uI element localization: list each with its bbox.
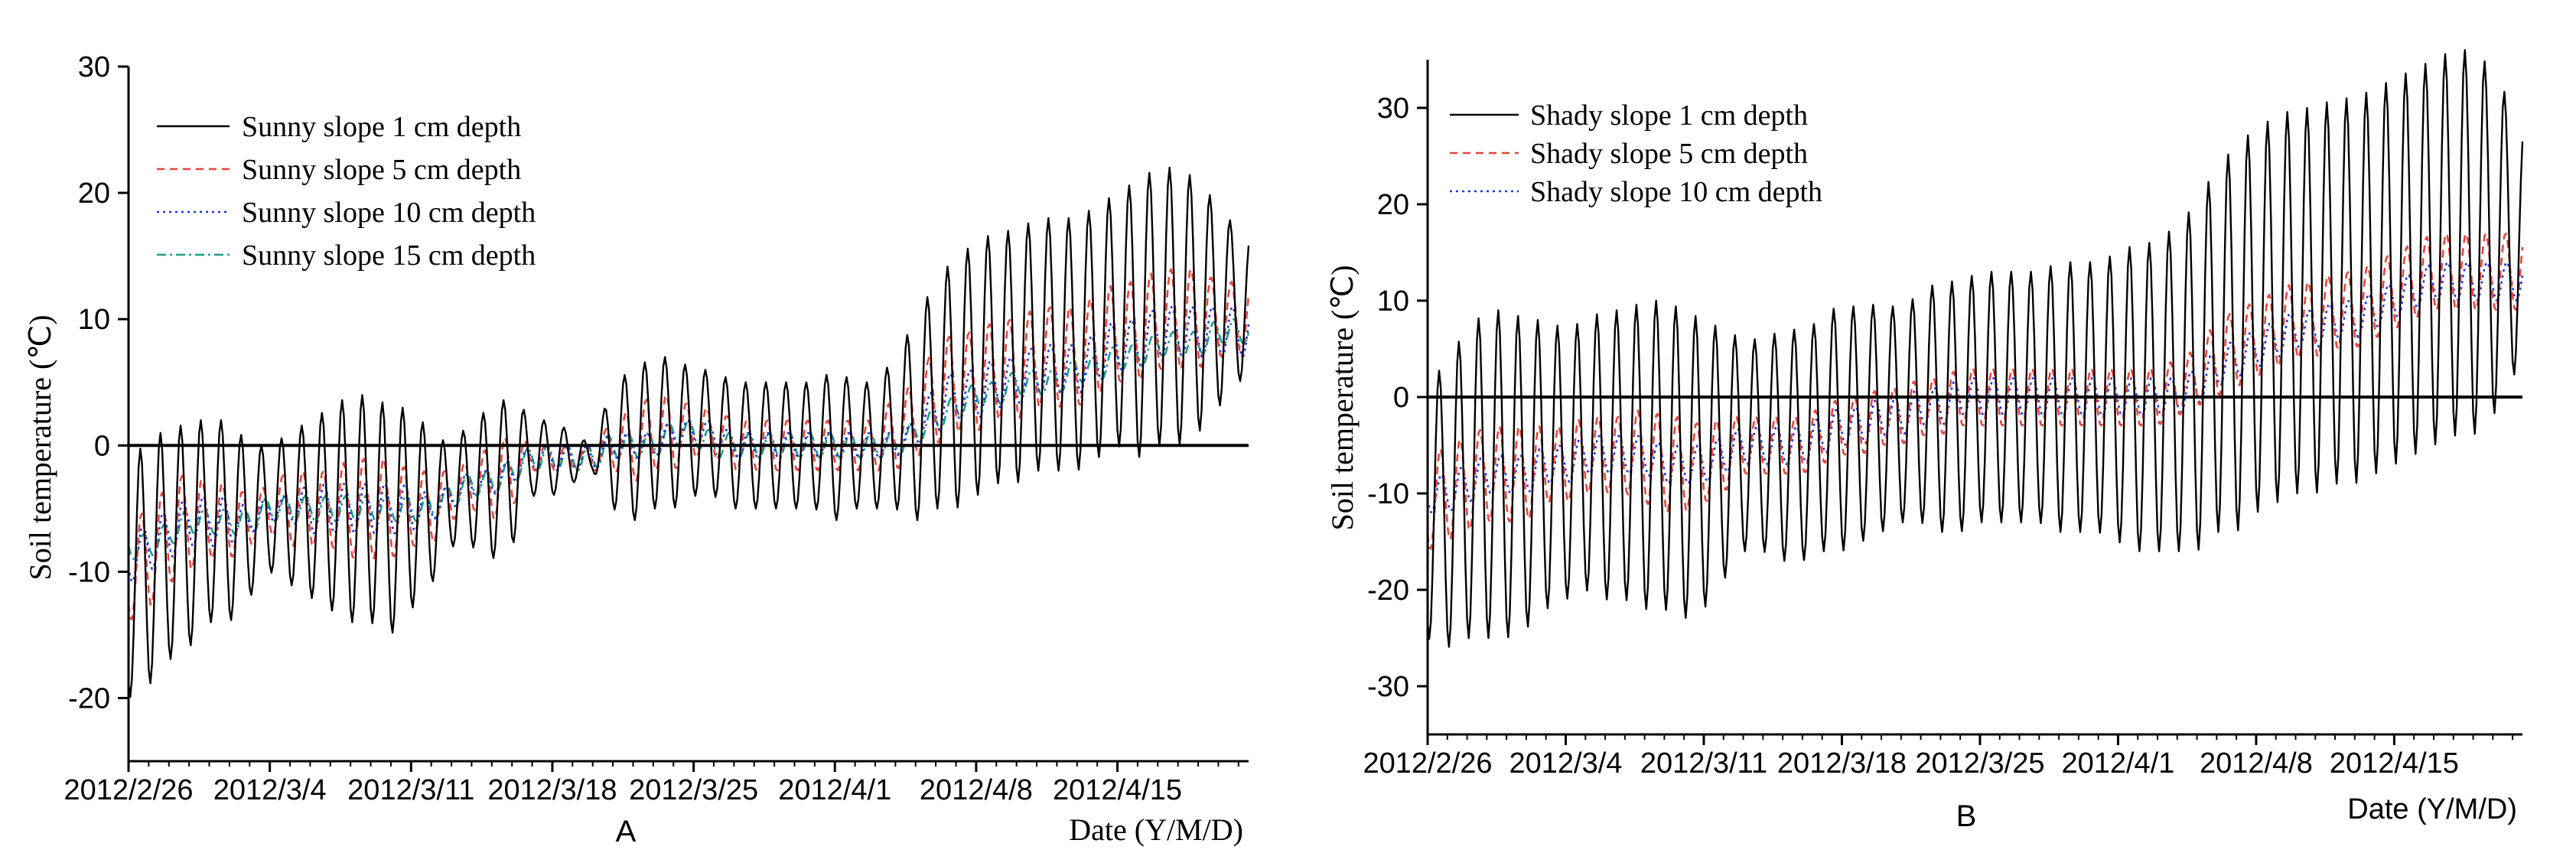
chart-b-x-tick-label: 2012/3/25 (1915, 747, 2044, 780)
chart-b-x-axis-label: Date (Y/M/D) (2347, 793, 2517, 825)
chart-b-y-tick-label: -20 (1367, 575, 1409, 607)
chart-b-x-tick-label: 2012/3/11 (1640, 747, 1767, 780)
chart-panel-a: -20 -10 0 10 20 30 2012/2/26 2012/3/4 2012/3/11 2… (23, 51, 1250, 848)
chart-a-series-sunny-slope-1-cm-depth (127, 166, 1250, 698)
chart-b-series-shady-slope-5-cm-depth (1426, 233, 2524, 550)
chart-panel-b: -30 -20 -10 0 10 20 30 2012/2/26 2012/3/4 2012/3/… (1325, 49, 2524, 833)
chart-b-legend-label: Shady slope 10 cm depth (1530, 176, 1822, 208)
chart-a-legend-label: Sunny slope 5 cm depth (242, 154, 521, 186)
chart-a-y-tick-label: 30 (78, 51, 110, 83)
chart-a-y-tick-label: -20 (68, 682, 110, 715)
chart-b-series-group (1426, 49, 2524, 648)
chart-b-series-shady-slope-10-cm-depth (1426, 261, 2524, 513)
chart-a-x-axis-label: Date (Y/M/D) (1069, 812, 1243, 847)
chart-a-axis-ticks: -20 -10 0 10 20 30 2012/2/26 2012/3/4 2012/3/11 2… (64, 51, 1239, 806)
chart-a-x-tick-label: 2012/3/18 (487, 774, 617, 806)
chart-b-legend: Shady slope 1 cm depth Shady slope 5 cm d… (1450, 99, 1822, 208)
chart-a-x-tick-label: 2012/4/8 (920, 774, 1033, 806)
chart-b-y-tick-label: 30 (1377, 93, 1409, 125)
chart-b-panel-letter: B (1956, 799, 1977, 833)
chart-b-legend-label: Shady slope 5 cm depth (1530, 138, 1808, 170)
chart-b-x-tick-label: 2012/4/15 (2330, 747, 2459, 780)
chart-b-x-tick-label: 2012/4/1 (2061, 747, 2174, 780)
chart-a-y-axis-label: Soil temperature (℃) (23, 314, 57, 580)
chart-a-x-tick-label: 2012/3/4 (213, 774, 327, 806)
chart-a-y-tick-label: 10 (78, 304, 110, 336)
chart-a-x-tick-label: 2012/3/25 (629, 774, 758, 806)
chart-b-y-tick-label: 10 (1377, 285, 1409, 317)
chart-b-y-tick-label: 0 (1393, 382, 1409, 414)
chart-a-y-tick-label: -10 (68, 556, 110, 588)
chart-b-x-tick-label: 2012/2/26 (1363, 747, 1492, 780)
chart-a-panel-letter: A (616, 815, 637, 848)
chart-a-legend: Sunny slope 1 cm depth Sunny slope 5 cm d… (157, 111, 536, 272)
chart-b-y-axis-label: Soil temperature (℃) (1325, 265, 1360, 530)
chart-b-axis-ticks: -30 -20 -10 0 10 20 30 2012/2/26 2012/3/4 2012/3/… (1363, 93, 2514, 780)
chart-b-series-shady-slope-1-cm-depth (1426, 49, 2524, 648)
chart-b-x-tick-label: 2012/3/4 (1509, 747, 1623, 780)
chart-b-y-tick-label: -10 (1367, 478, 1409, 510)
chart-a-y-tick-label: 0 (94, 430, 110, 462)
chart-b-x-tick-label: 2012/4/8 (2200, 747, 2313, 780)
chart-b-x-tick-label: 2012/3/18 (1777, 747, 1907, 780)
chart-a-y-tick-label: 20 (78, 177, 110, 210)
chart-b-y-tick-label: 20 (1377, 189, 1409, 221)
chart-a-series-group (127, 166, 1250, 698)
chart-a-legend-label: Sunny slope 15 cm depth (242, 239, 536, 272)
chart-a-x-tick-label: 2012/4/15 (1053, 774, 1182, 806)
chart-a-x-tick-label: 2012/2/26 (64, 774, 193, 806)
chart-a-x-tick-label: 2012/4/1 (778, 774, 891, 806)
chart-b-legend-label: Shady slope 1 cm depth (1530, 99, 1808, 132)
chart-a-legend-label: Sunny slope 10 cm depth (242, 197, 536, 229)
chart-a-x-tick-label: 2012/3/11 (347, 774, 474, 806)
chart-b-y-tick-label: -30 (1367, 671, 1409, 703)
chart-a-legend-label: Sunny slope 1 cm depth (242, 111, 521, 143)
